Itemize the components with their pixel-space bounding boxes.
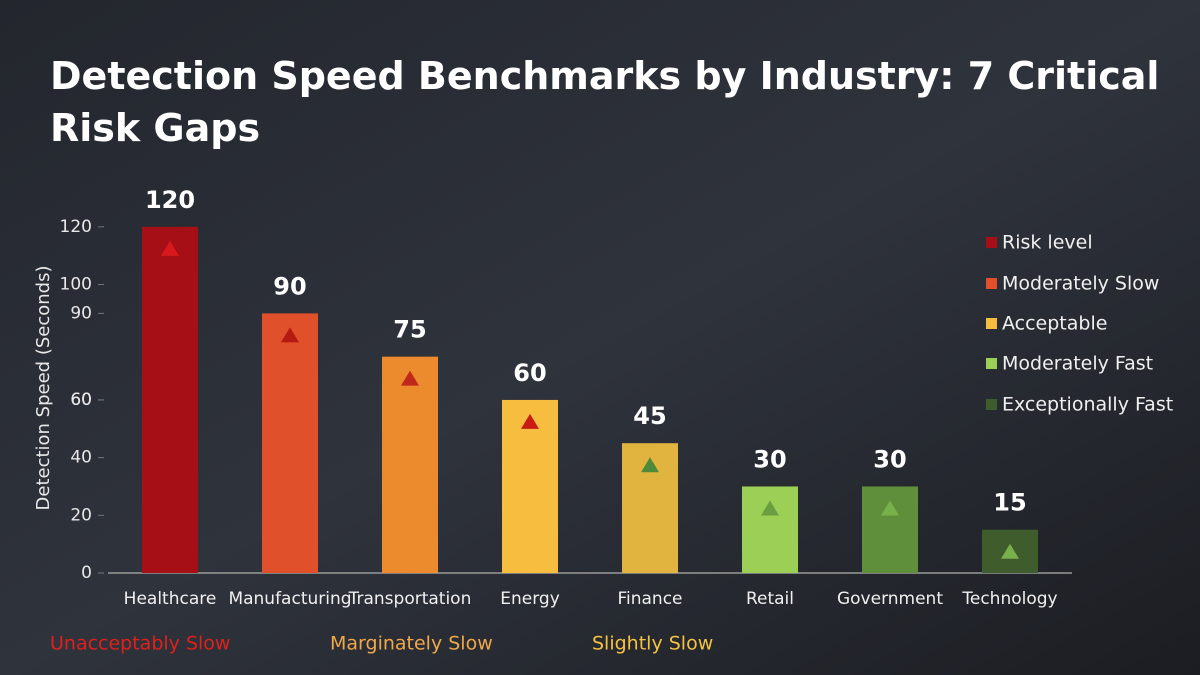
annotation: Unacceptably Slow xyxy=(50,633,230,655)
value-label: 45 xyxy=(633,402,666,430)
annotation: Slightly Slow xyxy=(592,633,713,655)
y-axis-title: Detection Speed (Seconds) xyxy=(33,266,54,511)
value-label: 75 xyxy=(393,316,426,344)
x-tick-label: Manufacturing xyxy=(228,589,351,609)
value-label: 120 xyxy=(145,186,195,214)
x-tick-label: Finance xyxy=(617,589,682,609)
y-tick-label: 100 xyxy=(60,275,92,295)
value-label: 15 xyxy=(993,489,1026,517)
y-tick-label: 90 xyxy=(70,303,92,323)
bar-marker xyxy=(641,457,659,473)
y-tick-label: 60 xyxy=(70,390,92,410)
annotation: Marginately Slow xyxy=(330,633,493,655)
legend-swatch xyxy=(986,399,997,410)
legend-label: Moderately Fast xyxy=(1002,353,1153,375)
x-tick-label: Retail xyxy=(746,589,794,609)
bar xyxy=(262,313,318,573)
x-tick-label: Healthcare xyxy=(124,589,217,609)
bar xyxy=(862,486,918,573)
value-label: 30 xyxy=(873,445,906,473)
legend-label: Exceptionally Fast xyxy=(1002,394,1173,416)
legend-swatch xyxy=(986,278,997,289)
y-tick-label: 60 xyxy=(70,390,92,410)
legend-label: Risk level xyxy=(1002,232,1093,254)
x-tick-label: Energy xyxy=(500,589,560,609)
y-tick-label: 0 xyxy=(81,563,92,583)
bar xyxy=(742,486,798,573)
bar xyxy=(382,356,438,573)
legend-swatch xyxy=(986,237,997,248)
x-tick-label: Government xyxy=(837,589,943,609)
legend-label: Acceptable xyxy=(1002,313,1107,335)
y-tick-label: 20 xyxy=(70,505,92,525)
legend-swatch xyxy=(986,318,997,329)
value-label: 30 xyxy=(753,445,786,473)
bar-marker xyxy=(281,327,299,343)
bar-marker xyxy=(761,500,779,516)
y-tick-label: 40 xyxy=(70,448,92,468)
bar-marker xyxy=(401,370,419,386)
y-tick-label: 120 xyxy=(60,217,92,237)
bar xyxy=(142,226,198,573)
bar-marker xyxy=(1001,543,1019,559)
legend-swatch xyxy=(986,358,997,369)
bar-marker xyxy=(161,240,179,256)
bar-marker xyxy=(521,413,539,429)
x-tick-label: Technology xyxy=(961,589,1057,609)
chart-title: Detection Speed Benchmarks by Industry: … xyxy=(50,54,1159,150)
value-label: 60 xyxy=(513,359,546,387)
x-tick-label: Transportation xyxy=(348,589,472,609)
bar-marker xyxy=(881,500,899,516)
legend-label: Moderately Slow xyxy=(1002,273,1159,295)
value-label: 90 xyxy=(273,272,306,300)
